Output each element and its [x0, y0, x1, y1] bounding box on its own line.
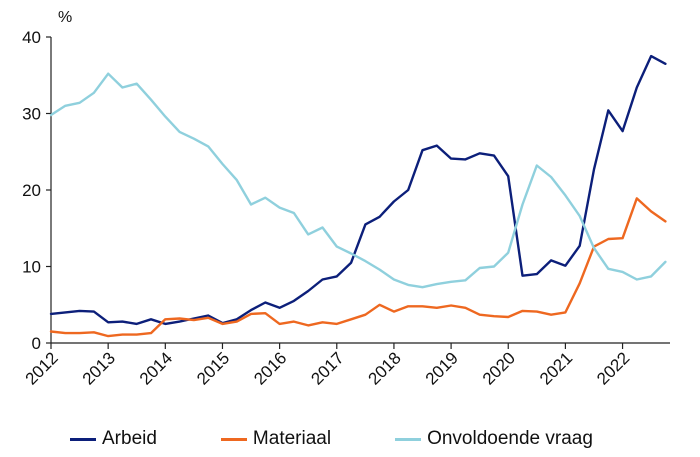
legend: Arbeid Materiaal Onvoldoende vraag: [70, 426, 690, 452]
x-tick-label: 2014: [136, 348, 176, 388]
line-chart: % 0 10 20 30 40 2012 2013 2014 2015 2016 2017 2018 2…: [22, 9, 670, 389]
y-tick-label: 30: [22, 105, 41, 124]
legend-label-onvoldoende-vraag: Onvoldoende vraag: [427, 428, 593, 449]
series-line-arbeid: [49, 54, 667, 326]
x-tick-label: 2020: [479, 348, 519, 388]
series-line-materiaal: [49, 197, 667, 338]
x-tick-label: 2016: [250, 348, 290, 388]
axes: [46, 36, 670, 349]
x-tick-label: 2017: [307, 348, 347, 388]
y-tick-label: 40: [22, 28, 41, 47]
y-unit-label: %: [58, 9, 72, 26]
x-tick-label: 2022: [593, 348, 633, 388]
legend-swatch-arbeid: [70, 437, 96, 441]
y-tick-label: 0: [32, 334, 41, 353]
x-tick-label: 2019: [422, 348, 462, 388]
legend-swatch-onvoldoende-vraag: [395, 437, 422, 441]
legend-item-onvoldoende-vraag: Onvoldoende vraag: [395, 428, 593, 450]
legend-label-arbeid: Arbeid: [102, 428, 157, 449]
x-tick-label: 2018: [365, 348, 405, 388]
x-tick-label: 2013: [79, 348, 119, 388]
legend-item-arbeid: Arbeid: [70, 428, 157, 450]
y-tick-label: 20: [22, 181, 41, 200]
series-line-onvoldoende-vraag: [49, 72, 667, 289]
legend-swatch-materiaal: [220, 437, 247, 441]
legend-label-materiaal: Materiaal: [252, 428, 332, 449]
x-tick-label: 2021: [536, 348, 576, 388]
y-tick-label: 10: [22, 258, 41, 277]
series-layer: [49, 54, 667, 338]
x-tick-label: 2012: [22, 348, 62, 388]
x-tick-label: 2015: [193, 348, 233, 388]
legend-item-materiaal: Materiaal: [220, 428, 332, 450]
